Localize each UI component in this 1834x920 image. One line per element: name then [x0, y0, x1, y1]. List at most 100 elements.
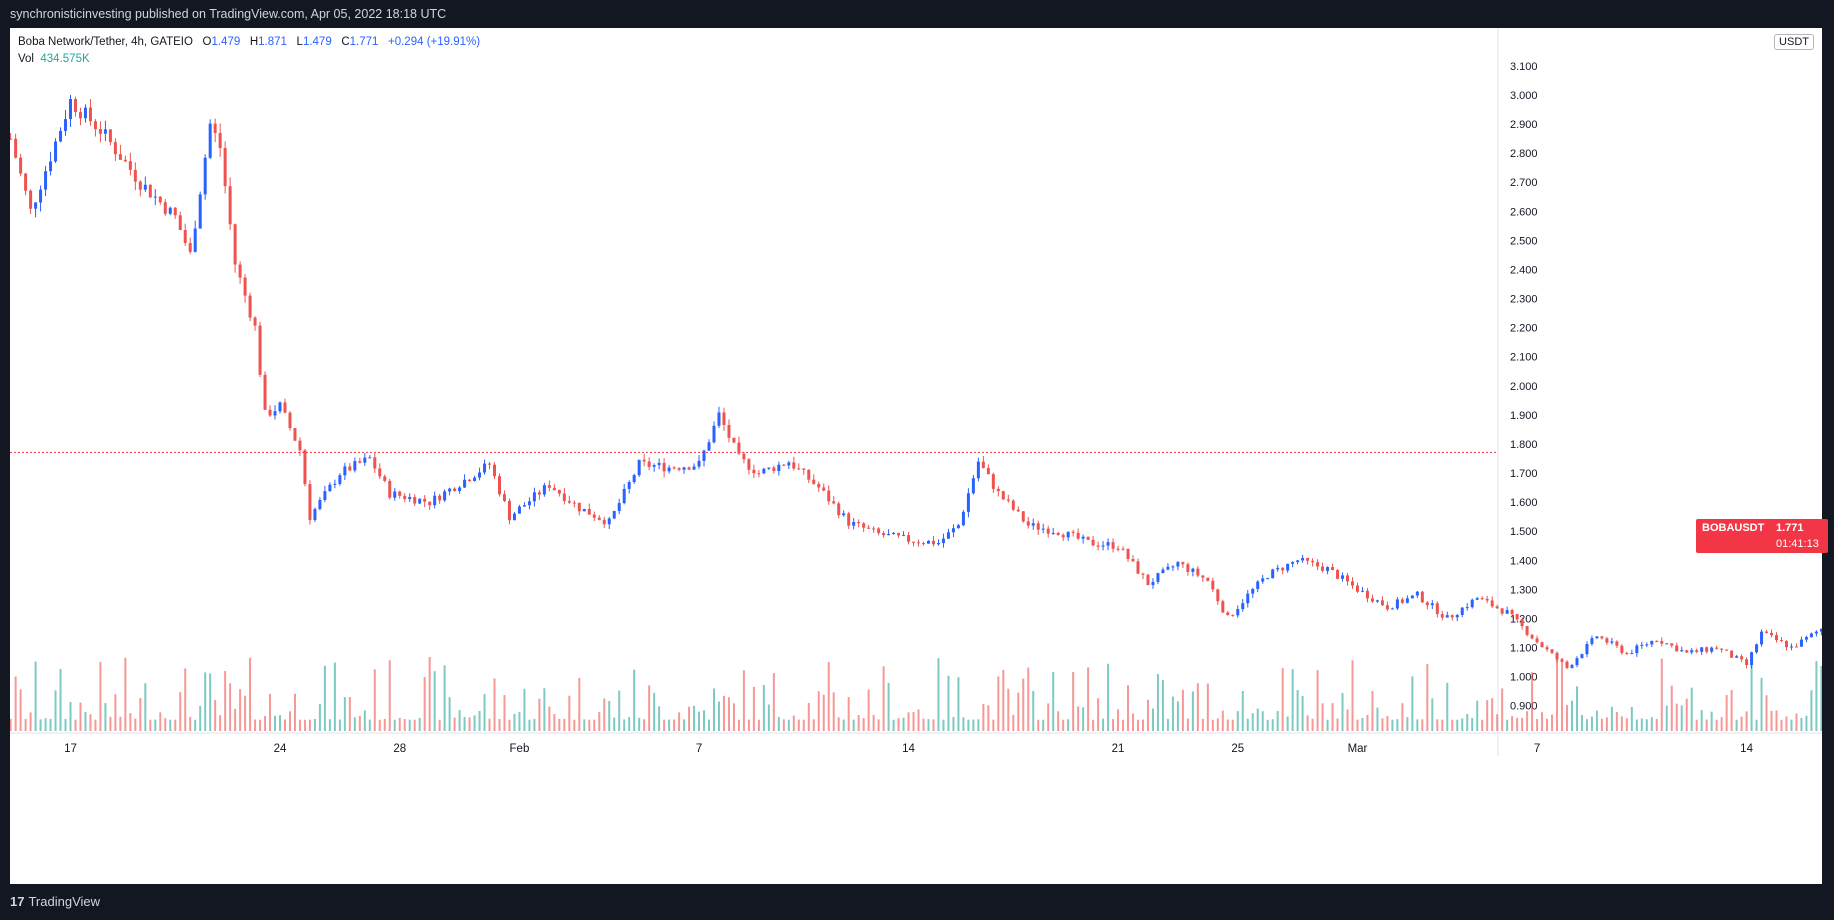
- volume-bar: [717, 701, 720, 731]
- candle-body: [1246, 593, 1250, 604]
- candle-body: [1770, 632, 1774, 636]
- volume-bar: [568, 695, 571, 731]
- candle-body: [148, 184, 152, 198]
- volume-bar: [1740, 716, 1743, 731]
- price-axis-tick-label: 1.100: [1510, 643, 1538, 655]
- candle-body: [118, 154, 122, 160]
- candle-body: [1360, 590, 1364, 592]
- candle-body: [1620, 645, 1624, 653]
- candle-body: [837, 503, 841, 516]
- candle-body: [747, 459, 751, 470]
- volume-bar: [1002, 669, 1005, 731]
- volume-bar: [1446, 682, 1449, 731]
- volume-bar: [1556, 658, 1559, 731]
- candle-body: [228, 186, 232, 225]
- candle-body: [108, 129, 112, 143]
- price-axis-tick-label: 2.000: [1510, 381, 1538, 393]
- volume-bar: [179, 692, 182, 731]
- volume-bar: [1321, 703, 1324, 731]
- candle-body: [93, 121, 97, 130]
- volume-bar: [1580, 715, 1583, 731]
- candle-body: [1685, 650, 1689, 653]
- candle-body: [1136, 561, 1140, 574]
- candle-body: [1191, 568, 1195, 572]
- candle-body: [183, 230, 187, 244]
- volume-bar: [24, 718, 27, 731]
- price-tag-symbol: BOBAUSDT: [1702, 522, 1765, 534]
- candle-body: [1036, 523, 1040, 530]
- price-chart[interactable]: 0.900 1.000 1.100 1.200 1.300 1.400 1.500 1.600…: [10, 28, 1822, 884]
- volume-bar: [1117, 709, 1120, 731]
- candle-body: [847, 513, 851, 526]
- candle-body: [1520, 619, 1524, 627]
- candle-body: [1096, 545, 1100, 547]
- currency-unit-button[interactable]: USDT: [1774, 34, 1814, 50]
- volume-bar: [219, 715, 222, 731]
- candle-body: [1740, 656, 1744, 660]
- volume-bar: [917, 709, 920, 731]
- volume-bar: [648, 685, 651, 731]
- volume-bar: [498, 719, 501, 731]
- candle-body: [1201, 575, 1205, 578]
- candle-body: [1156, 573, 1160, 582]
- candle-body: [637, 459, 641, 476]
- candle-body: [1670, 643, 1674, 646]
- candle-body: [1590, 638, 1594, 644]
- candle-body: [1081, 536, 1085, 539]
- candle-body: [283, 402, 287, 413]
- volume-bar: [1441, 719, 1444, 731]
- candle-body: [483, 463, 487, 473]
- candle-body: [842, 513, 846, 516]
- candle-body: [662, 462, 666, 472]
- volume-bar: [1181, 689, 1184, 731]
- candle-body: [702, 450, 706, 461]
- volume-bar: [1022, 678, 1025, 731]
- volume-bar: [1551, 714, 1554, 731]
- volume-bar: [34, 661, 37, 731]
- volume-bar: [333, 662, 336, 731]
- volume-bar: [1401, 703, 1404, 731]
- price-axis-tick-label: 1.600: [1510, 497, 1538, 509]
- price-axis-tick-label: 1.300: [1510, 584, 1538, 596]
- volume-bar: [94, 719, 97, 731]
- volume-bar: [443, 665, 446, 731]
- candle-body: [233, 224, 237, 265]
- candle-body: [1296, 560, 1300, 563]
- volume-bar: [1411, 676, 1414, 731]
- volume-bar: [997, 676, 1000, 731]
- volume-bar: [583, 719, 586, 731]
- volume-bar: [323, 665, 326, 731]
- volume-bar: [1281, 668, 1284, 731]
- volume-bar: [403, 719, 406, 731]
- volume-bar: [952, 717, 955, 731]
- tradingview-logo[interactable]: 17 TradingView: [10, 884, 100, 920]
- candle-body: [1006, 499, 1010, 501]
- volume-bar: [204, 672, 207, 731]
- candle-body: [303, 450, 307, 485]
- volume-bar: [1810, 690, 1813, 731]
- volume-bar: [1800, 717, 1803, 731]
- candle-body: [1400, 599, 1404, 603]
- volume-bar: [628, 717, 631, 731]
- candle-body: [1146, 574, 1150, 586]
- chart-frame[interactable]: 0.900 1.000 1.100 1.200 1.300 1.400 1.500 1.600…: [10, 28, 1828, 884]
- volume-bar: [902, 717, 905, 731]
- candle-body: [722, 412, 726, 425]
- candle-body: [852, 522, 856, 526]
- volume-bar: [134, 718, 137, 731]
- candle-body: [557, 490, 561, 494]
- candle-body: [1455, 614, 1459, 618]
- candle-body: [14, 138, 18, 158]
- volume-bar: [1635, 719, 1638, 731]
- candle-body: [1445, 615, 1449, 618]
- candle-body: [817, 483, 821, 488]
- candle-body: [438, 495, 442, 501]
- candle-body: [1216, 589, 1220, 602]
- candle-body: [1580, 654, 1584, 659]
- volume-bar: [1476, 700, 1479, 731]
- candle-body: [887, 534, 891, 536]
- candle-body: [24, 173, 28, 191]
- volume-bar: [1266, 719, 1269, 731]
- volume-bar: [523, 688, 526, 731]
- volume-bar: [1361, 718, 1364, 731]
